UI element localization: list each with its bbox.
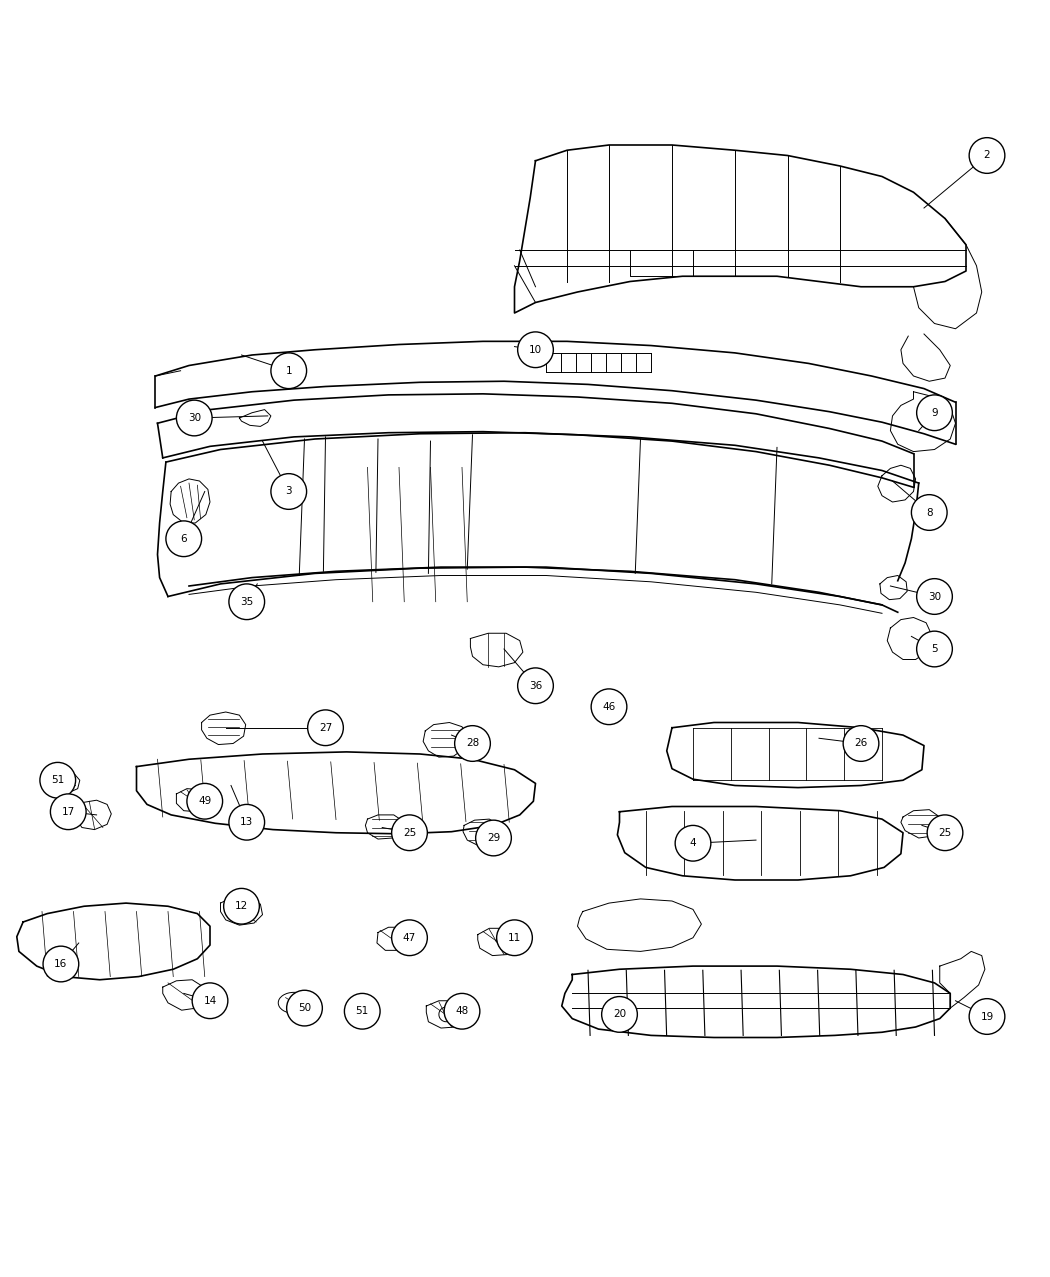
Text: 48: 48	[456, 1006, 468, 1016]
Circle shape	[843, 725, 879, 761]
Circle shape	[969, 138, 1005, 174]
Text: 3: 3	[286, 487, 292, 497]
Circle shape	[40, 762, 76, 798]
Circle shape	[969, 999, 1005, 1034]
Circle shape	[917, 631, 952, 667]
Text: 49: 49	[198, 797, 211, 806]
Text: 9: 9	[931, 407, 938, 418]
Circle shape	[591, 688, 627, 724]
Circle shape	[518, 668, 553, 704]
Text: 2: 2	[984, 151, 990, 161]
Circle shape	[43, 946, 79, 982]
Text: 51: 51	[356, 1006, 369, 1016]
Circle shape	[917, 578, 952, 614]
Circle shape	[602, 996, 637, 1032]
Circle shape	[927, 815, 963, 850]
Text: 28: 28	[466, 738, 479, 748]
Text: 30: 30	[188, 412, 201, 423]
Text: 25: 25	[403, 827, 416, 838]
Text: 17: 17	[62, 807, 75, 817]
Text: 10: 10	[529, 345, 542, 355]
Text: 20: 20	[613, 1009, 626, 1019]
Circle shape	[497, 919, 532, 955]
Text: 25: 25	[939, 827, 951, 838]
Circle shape	[176, 400, 212, 435]
Text: 6: 6	[181, 534, 187, 544]
Circle shape	[287, 990, 322, 1025]
Text: 4: 4	[690, 838, 696, 848]
Text: 30: 30	[928, 591, 941, 601]
Circle shape	[187, 783, 223, 819]
Circle shape	[308, 710, 343, 746]
Text: 14: 14	[204, 996, 216, 1006]
Text: 29: 29	[487, 833, 500, 843]
Text: 27: 27	[319, 723, 332, 733]
Text: 50: 50	[298, 1004, 311, 1013]
Circle shape	[229, 584, 265, 619]
Circle shape	[911, 494, 947, 530]
Text: 11: 11	[508, 932, 521, 942]
Text: 13: 13	[240, 817, 253, 827]
Text: 8: 8	[926, 507, 932, 517]
Circle shape	[344, 994, 380, 1029]
Circle shape	[271, 352, 307, 388]
Text: 26: 26	[855, 738, 867, 748]
Circle shape	[518, 332, 553, 368]
Text: 46: 46	[603, 702, 615, 711]
Text: 12: 12	[235, 902, 248, 912]
Circle shape	[917, 395, 952, 430]
Text: 35: 35	[240, 596, 253, 607]
Circle shape	[455, 725, 490, 761]
Circle shape	[224, 889, 259, 925]
Circle shape	[229, 805, 265, 840]
Circle shape	[675, 825, 711, 861]
Circle shape	[50, 794, 86, 830]
Circle shape	[476, 820, 511, 856]
Circle shape	[166, 521, 202, 557]
Text: 36: 36	[529, 681, 542, 691]
Text: 19: 19	[981, 1011, 993, 1022]
Text: 1: 1	[286, 365, 292, 375]
Circle shape	[392, 919, 427, 955]
Circle shape	[444, 994, 480, 1029]
Circle shape	[192, 983, 228, 1019]
Text: 16: 16	[55, 959, 67, 969]
Text: 47: 47	[403, 932, 416, 942]
Circle shape	[271, 474, 307, 510]
Text: 5: 5	[931, 644, 938, 654]
Text: 51: 51	[51, 775, 64, 785]
Circle shape	[392, 815, 427, 850]
